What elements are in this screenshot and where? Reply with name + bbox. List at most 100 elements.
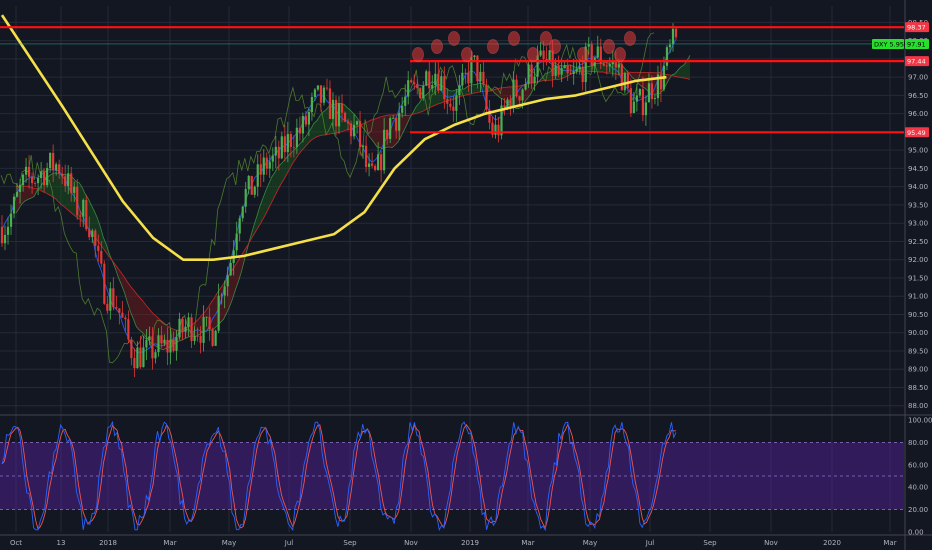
cloud-segment [265,183,269,215]
cloud-segment [599,63,603,73]
candle-body [142,347,145,368]
cloud-segment [431,86,435,107]
cloud-segment [268,176,272,209]
candle-body [614,61,617,68]
candle-body [217,295,220,331]
cloud-segment [374,118,378,148]
candles [0,23,678,378]
candle-body [470,57,473,84]
candle-body [458,85,461,96]
cloud-segment [325,106,329,135]
candle-body [121,312,124,318]
candle-body [334,99,338,127]
candle-body [563,65,566,69]
candle-body [304,116,308,125]
candle-body [280,136,283,159]
candle-body [665,47,669,66]
candle-body [626,73,629,89]
y-tick-label: 89.00 [908,366,928,374]
candle-body [247,175,250,190]
candle-body [355,121,359,125]
candle-body [58,164,61,174]
candle-body [94,230,97,246]
highlight-circle [624,31,636,46]
candle-body [361,145,365,148]
candle-body [235,233,238,251]
cloud-segment [91,204,95,237]
candle-body [650,83,654,100]
candle-body [647,83,651,103]
candle-body [623,73,626,91]
candle-body [193,335,196,341]
candle-body [644,102,648,116]
candle-body [374,165,377,171]
y-tick-label: 90.00 [908,329,928,337]
cloud-segment [214,292,218,329]
candle-body [157,335,160,353]
candle-body [33,183,37,184]
cloud-segment [464,86,468,96]
candle-body [533,76,536,84]
x-tick-label: Sep [703,539,717,547]
x-tick-label: Sep [343,539,357,547]
candle-body [599,46,602,64]
candle-body [43,171,46,186]
overlays [0,14,904,262]
x-tick-label: 2018 [99,539,117,547]
candle-body [536,55,539,77]
candle-body [674,28,678,38]
candle-body [316,85,320,90]
y-tick-label: 96.00 [908,110,928,118]
candle-body [340,103,344,113]
cloud-segment [256,206,260,230]
candle-body [196,335,199,337]
cloud-segment [277,164,281,191]
candle-body [9,213,13,227]
candle-body [24,166,28,175]
candle-body [521,89,524,101]
x-tick-label: Oct [10,539,22,547]
candle-body [91,230,94,238]
candle-body [440,76,443,91]
candle-body [169,339,172,353]
cloud-segment [683,60,687,79]
candle-body [331,99,335,119]
cloud-segment [142,300,146,337]
candle-body [154,352,157,359]
highlight-circle [448,31,460,46]
cloud-segment [548,70,552,81]
x-tick-label: Mar [521,539,534,547]
y-tick-label: 93.00 [908,220,928,228]
candle-body [145,339,148,348]
moving-average-line [0,14,667,262]
candle-body [485,84,488,110]
candle-body [190,317,193,341]
cloud-segment [283,157,287,180]
y-tick-label: 88.50 [908,384,928,392]
candle-body [572,71,575,74]
candle-body [464,72,467,74]
candle-body [497,124,500,136]
candle-body [452,106,455,111]
y-tick-label: 91.00 [908,293,928,301]
cloud-segment [163,322,167,350]
candle-body [73,186,76,193]
span-a-line [15,55,691,351]
candle-body [419,88,422,99]
candle-body [491,122,494,135]
candle-body [632,101,635,114]
candle-body [133,358,136,369]
candle-body [0,226,4,244]
candle-body [605,65,608,67]
candle-body [548,50,551,62]
candle-body [208,316,211,330]
candle-body [659,74,663,90]
candle-body [578,66,581,70]
candle-body [286,134,289,153]
cloud-segment [346,107,350,130]
candle-body [199,335,202,343]
stoch-y-tick-label: 0.00 [908,529,924,537]
candle-body [413,82,416,85]
candle-body [187,317,190,327]
y-tick-label: 88.00 [908,402,928,410]
